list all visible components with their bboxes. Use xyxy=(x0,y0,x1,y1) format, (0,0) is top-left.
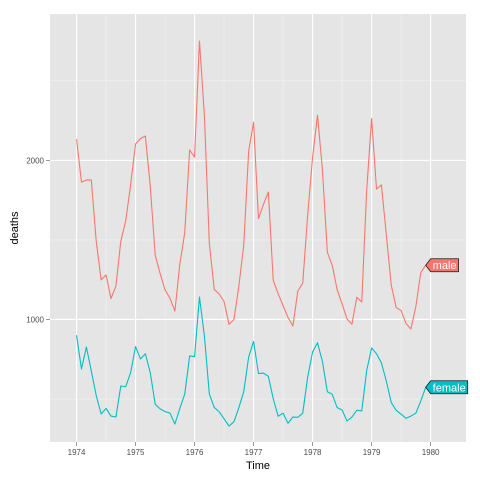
series-lines xyxy=(76,40,427,427)
series-line-female xyxy=(76,296,427,427)
x-tick-label: 1975 xyxy=(127,448,145,457)
x-tick-label: 1978 xyxy=(304,448,322,457)
y-axis-title: deaths xyxy=(9,211,21,245)
x-tick-label: 1977 xyxy=(245,448,263,457)
y-tick-label: 1000 xyxy=(26,315,44,324)
x-tick-label: 1980 xyxy=(422,448,440,457)
major-gridlines xyxy=(50,14,466,442)
x-axis: 1974 1975 1976 1977 1978 1979 1980 xyxy=(68,442,440,457)
series-line-male xyxy=(76,40,427,330)
y-axis: 1000 2000 xyxy=(26,156,50,324)
series-end-labels: male female xyxy=(425,258,469,395)
end-label-box xyxy=(425,258,459,273)
end-label-male: male xyxy=(425,258,459,273)
end-label-box xyxy=(425,380,469,395)
minor-gridlines xyxy=(50,14,466,442)
end-label-text: female xyxy=(433,382,466,394)
y-tick-label: 2000 xyxy=(26,156,44,165)
end-label-text: male xyxy=(433,260,457,272)
x-tick-label: 1976 xyxy=(186,448,204,457)
x-axis-title: Time xyxy=(246,460,270,472)
end-label-female: female xyxy=(425,380,469,395)
x-tick-label: 1979 xyxy=(363,448,381,457)
plot-panel xyxy=(50,14,466,442)
x-tick-label: 1974 xyxy=(68,448,86,457)
